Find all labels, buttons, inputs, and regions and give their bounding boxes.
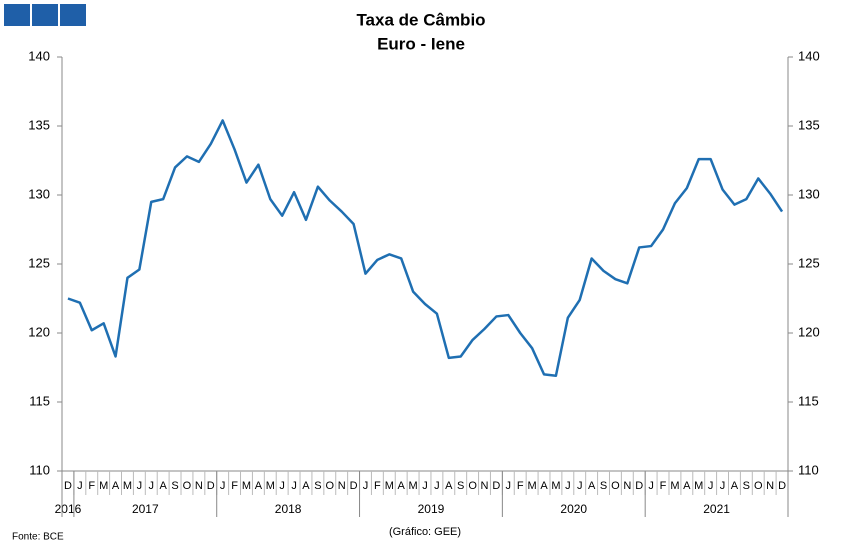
x-tick-label: N <box>766 480 774 492</box>
x-tick-label: N <box>195 480 203 492</box>
y2-tick-label: 125 <box>798 255 820 270</box>
x-tick-label: J <box>149 480 155 492</box>
x-tick-label: S <box>314 480 321 492</box>
x-tick-label: J <box>720 480 726 492</box>
x-tick-label: J <box>648 480 654 492</box>
x-tick-label: J <box>279 480 285 492</box>
year-label: 2019 <box>418 502 445 516</box>
y2-tick-label: 115 <box>798 393 819 408</box>
x-tick-label: F <box>517 480 524 492</box>
x-tick-label: D <box>350 480 358 492</box>
chart-title: Taxa de Câmbio <box>356 10 485 29</box>
x-tick-label: A <box>159 480 167 492</box>
credit-note: (Gráfico: GEE) <box>389 526 461 538</box>
x-tick-label: M <box>385 480 394 492</box>
x-tick-label: J <box>422 480 428 492</box>
x-tick-label: N <box>338 480 346 492</box>
x-tick-label: A <box>683 480 691 492</box>
x-tick-label: O <box>468 480 477 492</box>
x-tick-label: M <box>670 480 679 492</box>
x-tick-label: J <box>291 480 297 492</box>
x-tick-label: D <box>64 480 72 492</box>
y-tick-label: 125 <box>28 255 50 270</box>
x-tick-label: O <box>754 480 763 492</box>
year-label: 2020 <box>560 502 587 516</box>
year-label: 2021 <box>703 502 730 516</box>
x-tick-label: J <box>363 480 369 492</box>
x-tick-label: O <box>183 480 192 492</box>
x-tick-label: A <box>255 480 263 492</box>
x-tick-label: A <box>731 480 739 492</box>
x-tick-label: M <box>266 480 275 492</box>
y2-tick-label: 110 <box>798 462 819 477</box>
x-tick-label: J <box>565 480 571 492</box>
x-tick-label: M <box>242 480 251 492</box>
x-tick-label: M <box>99 480 108 492</box>
x-tick-label: A <box>445 480 453 492</box>
year-label: 2017 <box>132 502 159 516</box>
x-tick-label: M <box>528 480 537 492</box>
logo-square <box>4 4 30 26</box>
x-tick-label: A <box>302 480 310 492</box>
x-tick-label: D <box>778 480 786 492</box>
logo-square <box>32 4 58 26</box>
year-label: 2018 <box>275 502 302 516</box>
x-tick-label: J <box>77 480 83 492</box>
x-tick-label: D <box>207 480 215 492</box>
x-tick-label: O <box>611 480 620 492</box>
y-tick-label: 130 <box>28 186 50 201</box>
y-tick-label: 115 <box>29 393 50 408</box>
x-tick-label: J <box>434 480 440 492</box>
x-tick-label: J <box>137 480 143 492</box>
x-tick-label: S <box>171 480 178 492</box>
year-label: 2016 <box>55 502 82 516</box>
x-tick-label: O <box>326 480 335 492</box>
x-tick-label: F <box>88 480 95 492</box>
x-tick-label: D <box>492 480 500 492</box>
y-tick-label: 120 <box>28 324 50 339</box>
x-tick-label: M <box>409 480 418 492</box>
x-tick-label: N <box>481 480 489 492</box>
source-note: Fonte: BCE <box>12 532 64 543</box>
y2-tick-label: 135 <box>798 117 820 132</box>
x-tick-label: J <box>220 480 226 492</box>
y2-tick-label: 120 <box>798 324 820 339</box>
y-tick-label: 110 <box>29 462 50 477</box>
x-tick-label: A <box>398 480 406 492</box>
x-tick-label: N <box>623 480 631 492</box>
x-tick-label: S <box>457 480 464 492</box>
x-tick-label: F <box>231 480 238 492</box>
x-tick-label: F <box>374 480 381 492</box>
x-tick-label: F <box>660 480 667 492</box>
x-tick-label: A <box>540 480 548 492</box>
x-tick-label: J <box>708 480 714 492</box>
y2-tick-label: 130 <box>798 186 820 201</box>
x-tick-label: S <box>600 480 607 492</box>
logo-square <box>60 4 86 26</box>
x-tick-label: A <box>588 480 596 492</box>
x-tick-label: M <box>694 480 703 492</box>
x-tick-label: J <box>506 480 512 492</box>
x-tick-label: D <box>635 480 643 492</box>
x-tick-label: A <box>112 480 120 492</box>
chart-subtitle: Euro - Iene <box>377 34 465 53</box>
y2-tick-label: 140 <box>798 48 820 63</box>
x-tick-label: J <box>577 480 583 492</box>
y-tick-label: 140 <box>28 48 50 63</box>
data-line <box>67 119 784 378</box>
x-tick-label: M <box>123 480 132 492</box>
x-tick-label: M <box>551 480 560 492</box>
x-tick-label: S <box>743 480 750 492</box>
y-tick-label: 135 <box>28 117 50 132</box>
